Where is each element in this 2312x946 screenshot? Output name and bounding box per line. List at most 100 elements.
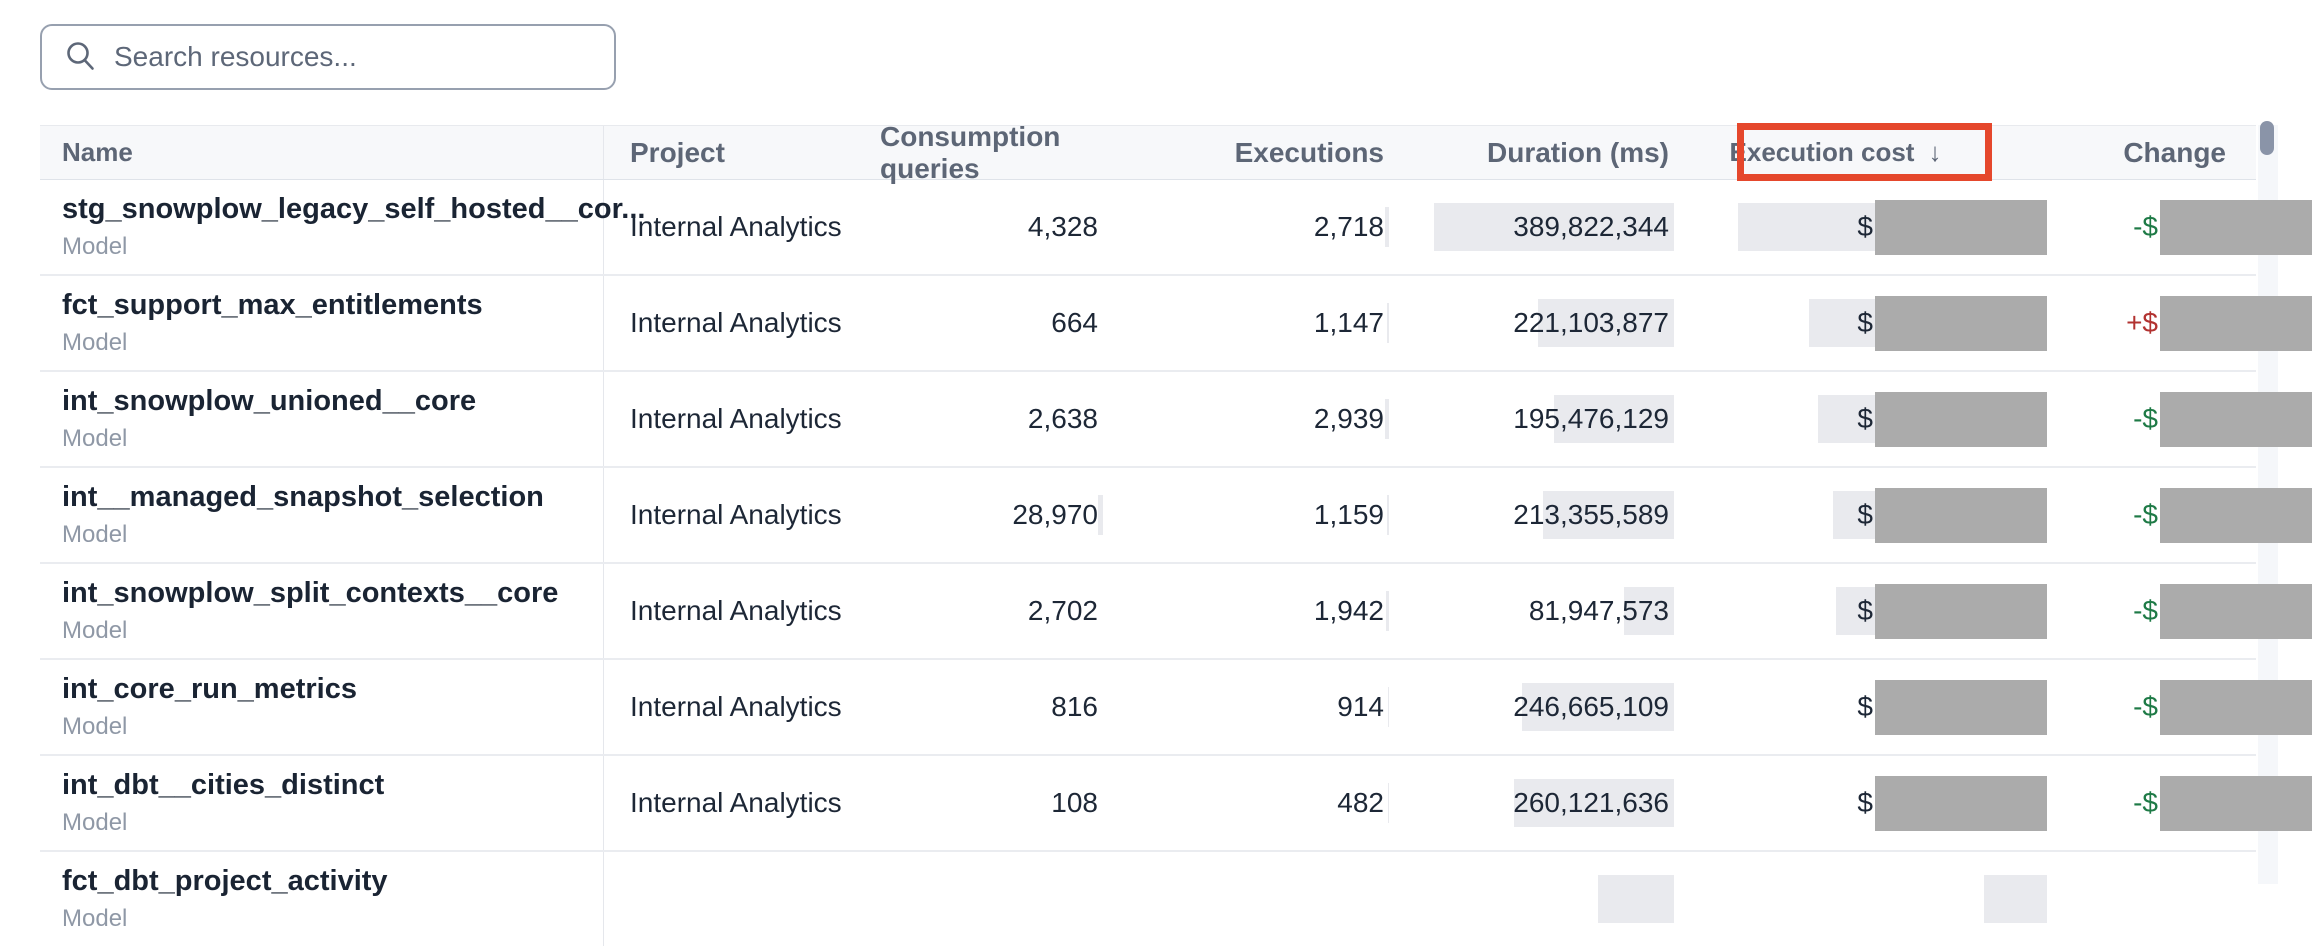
resource-name[interactable]: int_dbt__cities_distinct bbox=[62, 768, 385, 801]
executions-wrap: 2,718 bbox=[1313, 207, 1389, 247]
table-row[interactable]: int_snowplow_unioned__core Model Internal … bbox=[40, 372, 2312, 468]
table-row[interactable]: fct_dbt_project_activity Model bbox=[40, 852, 2256, 946]
change-redaction-box bbox=[2160, 199, 2312, 255]
change-redaction-box bbox=[2160, 679, 2312, 735]
duration-cell: 221,103,877 bbox=[1390, 299, 1675, 347]
table-row[interactable]: int_snowplow_split_contexts__core Model In… bbox=[40, 564, 2312, 660]
consumption-value: 664 bbox=[1051, 307, 1098, 338]
consumption-value: 4,328 bbox=[1027, 211, 1098, 242]
execution-cost-cell: $ bbox=[1675, 583, 2051, 639]
table-row[interactable]: int__managed_snapshot_selection Model Inte… bbox=[40, 468, 2312, 564]
executions-bar bbox=[1385, 399, 1389, 439]
column-header-duration[interactable]: Duration (ms) bbox=[1487, 136, 1669, 168]
column-header-name[interactable]: Name bbox=[40, 126, 604, 179]
change-sign: -$ bbox=[2133, 595, 2158, 626]
duration-wrap: 246,665,109 bbox=[1513, 683, 1674, 731]
change-cell: +$ bbox=[2051, 295, 2312, 351]
duration-value: 260,121,636 bbox=[1513, 787, 1669, 818]
name-cell: int_dbt__cities_distinct Model bbox=[40, 756, 604, 850]
executions-value: 2,718 bbox=[1313, 211, 1384, 242]
duration-wrap: 260,121,636 bbox=[1513, 779, 1674, 827]
resource-name[interactable]: int__managed_snapshot_selection bbox=[62, 480, 544, 513]
duration-wrap: 195,476,129 bbox=[1513, 395, 1674, 443]
duration-value: 221,103,877 bbox=[1513, 307, 1669, 338]
consumption-wrap: 2,702 bbox=[1028, 595, 1098, 627]
duration-bar bbox=[1624, 587, 1674, 635]
executions-cell: 1,147 bbox=[1104, 303, 1390, 343]
resource-name[interactable]: int_snowplow_split_contexts__core bbox=[62, 576, 559, 609]
duration-bar bbox=[1543, 491, 1674, 539]
resource-type: Model bbox=[62, 713, 128, 741]
executions-cell: 914 bbox=[1104, 687, 1390, 727]
cost-currency: $ bbox=[1857, 691, 1873, 722]
consumption-wrap: 816 bbox=[1051, 691, 1098, 723]
change-sign: -$ bbox=[2133, 787, 2158, 818]
resource-name[interactable]: stg_snowplow_legacy_self_hosted__cor... bbox=[62, 192, 646, 225]
execution-cost-cell: $ bbox=[1675, 391, 2051, 447]
duration-value: 213,355,589 bbox=[1513, 499, 1669, 530]
change-cell: -$ bbox=[2051, 391, 2312, 447]
cost-redaction-box bbox=[1875, 487, 2047, 543]
consumption-wrap: 108 bbox=[1051, 787, 1098, 819]
search-box[interactable] bbox=[40, 24, 616, 90]
change-redaction-box bbox=[2160, 775, 2312, 831]
executions-bar bbox=[1387, 495, 1389, 535]
consumption-value: 28,970 bbox=[1012, 499, 1098, 530]
consumption-wrap: 664 bbox=[1051, 307, 1098, 339]
name-cell: int__managed_snapshot_selection Model bbox=[40, 468, 604, 562]
execution-cost-bar: $ bbox=[1818, 395, 1875, 443]
change-cell: -$ bbox=[2051, 199, 2312, 255]
column-header-executions[interactable]: Executions bbox=[1234, 136, 1384, 168]
column-header-execution-cost[interactable]: Execution cost ↓ bbox=[1675, 137, 2051, 168]
table-row[interactable]: stg_snowplow_legacy_self_hosted__cor... M… bbox=[40, 180, 2312, 276]
consumption-cell: 664 bbox=[880, 307, 1104, 339]
consumption-wrap: 2,638 bbox=[1028, 403, 1098, 435]
cost-redaction-box bbox=[1875, 391, 2047, 447]
executions-bar bbox=[1387, 303, 1389, 343]
cost-currency: $ bbox=[1857, 211, 1873, 242]
name-cell: stg_snowplow_legacy_self_hosted__cor... M… bbox=[40, 180, 646, 274]
duration-wrap: 389,822,344 bbox=[1434, 203, 1674, 251]
executions-value: 482 bbox=[1337, 787, 1384, 818]
execution-cost-bar: $ bbox=[1833, 491, 1875, 539]
project-cell: Internal Analytics bbox=[630, 211, 842, 242]
execution-cost-cell: $ bbox=[1675, 679, 2051, 735]
consumption-cell: 816 bbox=[880, 691, 1104, 723]
resource-name[interactable]: fct_support_max_entitlements bbox=[62, 288, 483, 321]
executions-cell: 1,942 bbox=[1104, 591, 1390, 631]
execution-cost-bar: $ bbox=[1836, 587, 1875, 635]
duration-cell: 213,355,589 bbox=[1390, 491, 1675, 539]
column-header-project[interactable]: Project bbox=[630, 136, 725, 168]
search-input[interactable] bbox=[114, 41, 614, 73]
column-header-consumption-queries[interactable]: Consumption queries bbox=[880, 120, 1061, 184]
consumption-cell: 28,970 bbox=[880, 495, 1104, 535]
table-row[interactable]: fct_support_max_entitlements Model Interna… bbox=[40, 276, 2312, 372]
executions-wrap: 2,939 bbox=[1313, 399, 1389, 439]
change-redaction-box bbox=[2160, 295, 2312, 351]
duration-value: 195,476,129 bbox=[1513, 403, 1669, 434]
resource-type: Model bbox=[62, 617, 128, 645]
executions-value: 1,942 bbox=[1313, 595, 1384, 626]
consumption-cell: 108 bbox=[880, 787, 1104, 819]
execution-cost-cell bbox=[1675, 875, 2051, 923]
resource-name[interactable]: int_core_run_metrics bbox=[62, 672, 357, 705]
column-header-change[interactable]: Change bbox=[2123, 136, 2226, 168]
resource-name[interactable]: fct_dbt_project_activity bbox=[62, 864, 388, 897]
duration-cell: 246,665,109 bbox=[1390, 683, 1675, 731]
executions-bar bbox=[1388, 783, 1389, 823]
executions-value: 2,939 bbox=[1313, 403, 1384, 434]
change-sign: -$ bbox=[2133, 691, 2158, 722]
resource-name[interactable]: int_snowplow_unioned__core bbox=[62, 384, 477, 417]
duration-bar bbox=[1522, 683, 1674, 731]
execution-cost-bar: $ bbox=[1851, 779, 1875, 827]
name-cell: fct_dbt_project_activity Model bbox=[40, 852, 604, 946]
executions-cell: 482 bbox=[1104, 783, 1390, 823]
scrollbar-thumb[interactable] bbox=[2260, 121, 2274, 155]
consumption-wrap: 28,970 bbox=[1012, 495, 1103, 535]
duration-bar bbox=[1554, 395, 1674, 443]
project-cell: Internal Analytics bbox=[630, 787, 842, 818]
table-row[interactable]: int_core_run_metrics Model Internal Analyt… bbox=[40, 660, 2312, 756]
duration-cell: 260,121,636 bbox=[1390, 779, 1675, 827]
consumption-bar bbox=[1098, 495, 1103, 535]
table-row[interactable]: int_dbt__cities_distinct Model Internal An… bbox=[40, 756, 2312, 852]
